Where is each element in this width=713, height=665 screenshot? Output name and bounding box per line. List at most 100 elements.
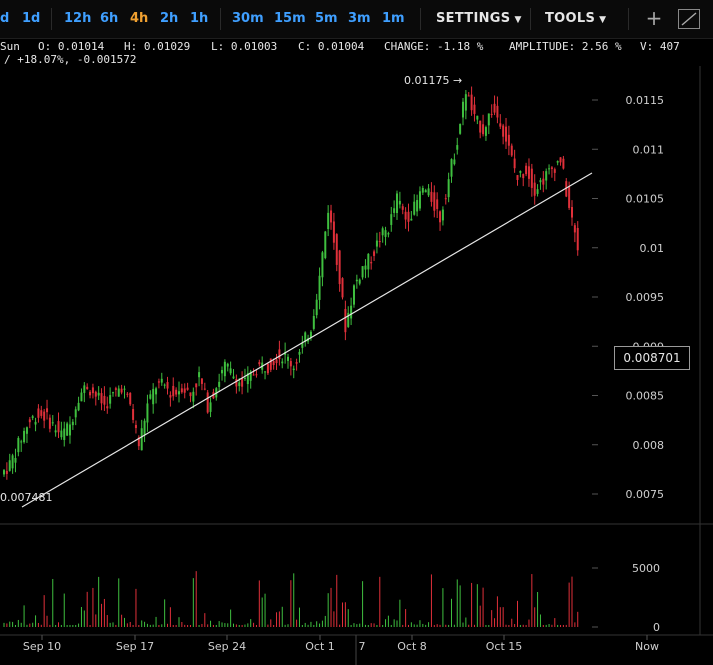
candle-body xyxy=(126,393,129,395)
candle-body xyxy=(387,233,390,235)
timeframe-6h[interactable]: 6h xyxy=(100,11,119,26)
candle-body xyxy=(418,191,421,209)
candle-body xyxy=(226,363,229,367)
candle-body xyxy=(218,381,221,387)
candle-body xyxy=(198,372,201,378)
candle-body xyxy=(416,200,419,212)
candle-body xyxy=(461,101,464,118)
candle-body xyxy=(444,198,447,200)
timeframe-1m[interactable]: 1m xyxy=(382,11,405,26)
candle-body xyxy=(134,424,137,429)
candle-body xyxy=(23,430,26,443)
divider xyxy=(51,8,52,30)
time-tick-label: 7 xyxy=(359,640,366,653)
candle-body xyxy=(484,127,487,136)
price-tick-label: 0.0115 xyxy=(626,94,665,107)
trendline-icon[interactable] xyxy=(678,9,700,29)
candle-body xyxy=(295,362,298,364)
candle-body xyxy=(361,266,364,278)
candle-body xyxy=(97,392,100,396)
timeframe-12h[interactable]: 12h xyxy=(64,11,92,26)
candle-body xyxy=(324,231,327,259)
candle-body xyxy=(332,221,335,243)
candle-body xyxy=(499,123,502,127)
candle-body xyxy=(160,378,163,383)
candle-body xyxy=(272,361,275,366)
time-tick-label: Oct 1 xyxy=(305,640,335,653)
timeframe-3m[interactable]: 3m xyxy=(348,11,371,26)
candle-body xyxy=(100,393,103,404)
candle-body xyxy=(200,378,203,384)
candle-body xyxy=(20,441,23,443)
candle-body xyxy=(338,250,341,285)
candle-body xyxy=(40,410,43,416)
plus-icon[interactable]: + xyxy=(645,6,663,30)
timeframe-1h[interactable]: 1h xyxy=(190,11,209,26)
candle-body xyxy=(83,385,86,393)
candle-body xyxy=(292,368,295,371)
last-price-tag: 0.008701 xyxy=(614,346,690,370)
info-change: CHANGE: -1.18 % xyxy=(384,40,484,53)
candle-body xyxy=(172,385,175,397)
candle-body xyxy=(367,253,370,270)
candle-body xyxy=(246,373,249,385)
candle-body xyxy=(327,212,330,230)
candle-body xyxy=(433,192,436,211)
timeframe-5m[interactable]: 5m xyxy=(315,11,338,26)
tools-menu[interactable]: TOOLS ▼ xyxy=(545,11,606,26)
settings-menu[interactable]: SETTINGS ▼ xyxy=(436,11,522,26)
candle-body xyxy=(553,169,556,173)
candle-body xyxy=(439,211,442,223)
timeframe-d[interactable]: d xyxy=(0,11,10,26)
candle-body xyxy=(539,180,542,183)
candle-body xyxy=(8,460,11,471)
candle-body xyxy=(516,175,519,181)
candle-body xyxy=(91,387,94,394)
candle-body xyxy=(203,388,206,390)
candle-body xyxy=(152,388,155,405)
candle-body xyxy=(490,113,493,115)
candle-body xyxy=(238,382,241,387)
timeframe-30m[interactable]: 30m xyxy=(232,11,264,26)
timeframe-2h[interactable]: 2h xyxy=(160,11,179,26)
candle-body xyxy=(112,392,115,394)
candle-body xyxy=(344,308,347,333)
candle-body xyxy=(378,241,381,243)
volume-tick-label: 5000 xyxy=(632,562,660,575)
candle-body xyxy=(5,470,8,474)
candle-body xyxy=(352,285,355,305)
candle-body xyxy=(54,430,57,433)
info-amplitude: AMPLITUDE: 2.56 % xyxy=(509,40,622,53)
time-tick-label: Oct 15 xyxy=(486,640,523,653)
candle-body xyxy=(229,368,232,374)
candle-body xyxy=(381,228,384,236)
timeframe-15m[interactable]: 15m xyxy=(274,11,306,26)
candle-body xyxy=(51,422,54,424)
time-tick-label: Sep 10 xyxy=(23,640,61,653)
candle-body xyxy=(80,392,83,402)
candle-body xyxy=(505,126,508,142)
candle-body xyxy=(186,387,189,390)
candle-body xyxy=(396,193,399,214)
candle-body xyxy=(347,312,350,327)
candle-body xyxy=(453,159,456,165)
candle-body xyxy=(14,457,17,463)
candle-body xyxy=(309,331,312,339)
candle-body xyxy=(473,104,476,114)
candle-body xyxy=(341,278,344,298)
timeframe-1d[interactable]: 1d xyxy=(22,11,41,26)
candle-body xyxy=(459,124,462,134)
price-tick-label: 0.0085 xyxy=(626,390,665,403)
candle-body xyxy=(243,377,246,379)
timeframe-4h[interactable]: 4h xyxy=(130,11,149,26)
candle-body xyxy=(467,95,470,97)
candle-body xyxy=(456,145,459,150)
trendline[interactable] xyxy=(21,172,593,508)
candle-body xyxy=(249,371,252,381)
candle-body xyxy=(464,94,467,111)
price-chart[interactable]: 0.01150.0110.01050.010.00950.0090.00850.… xyxy=(0,66,713,665)
candle-body xyxy=(542,178,545,185)
candle-body xyxy=(221,369,224,374)
candle-body xyxy=(321,252,324,278)
candle-body xyxy=(140,428,143,451)
